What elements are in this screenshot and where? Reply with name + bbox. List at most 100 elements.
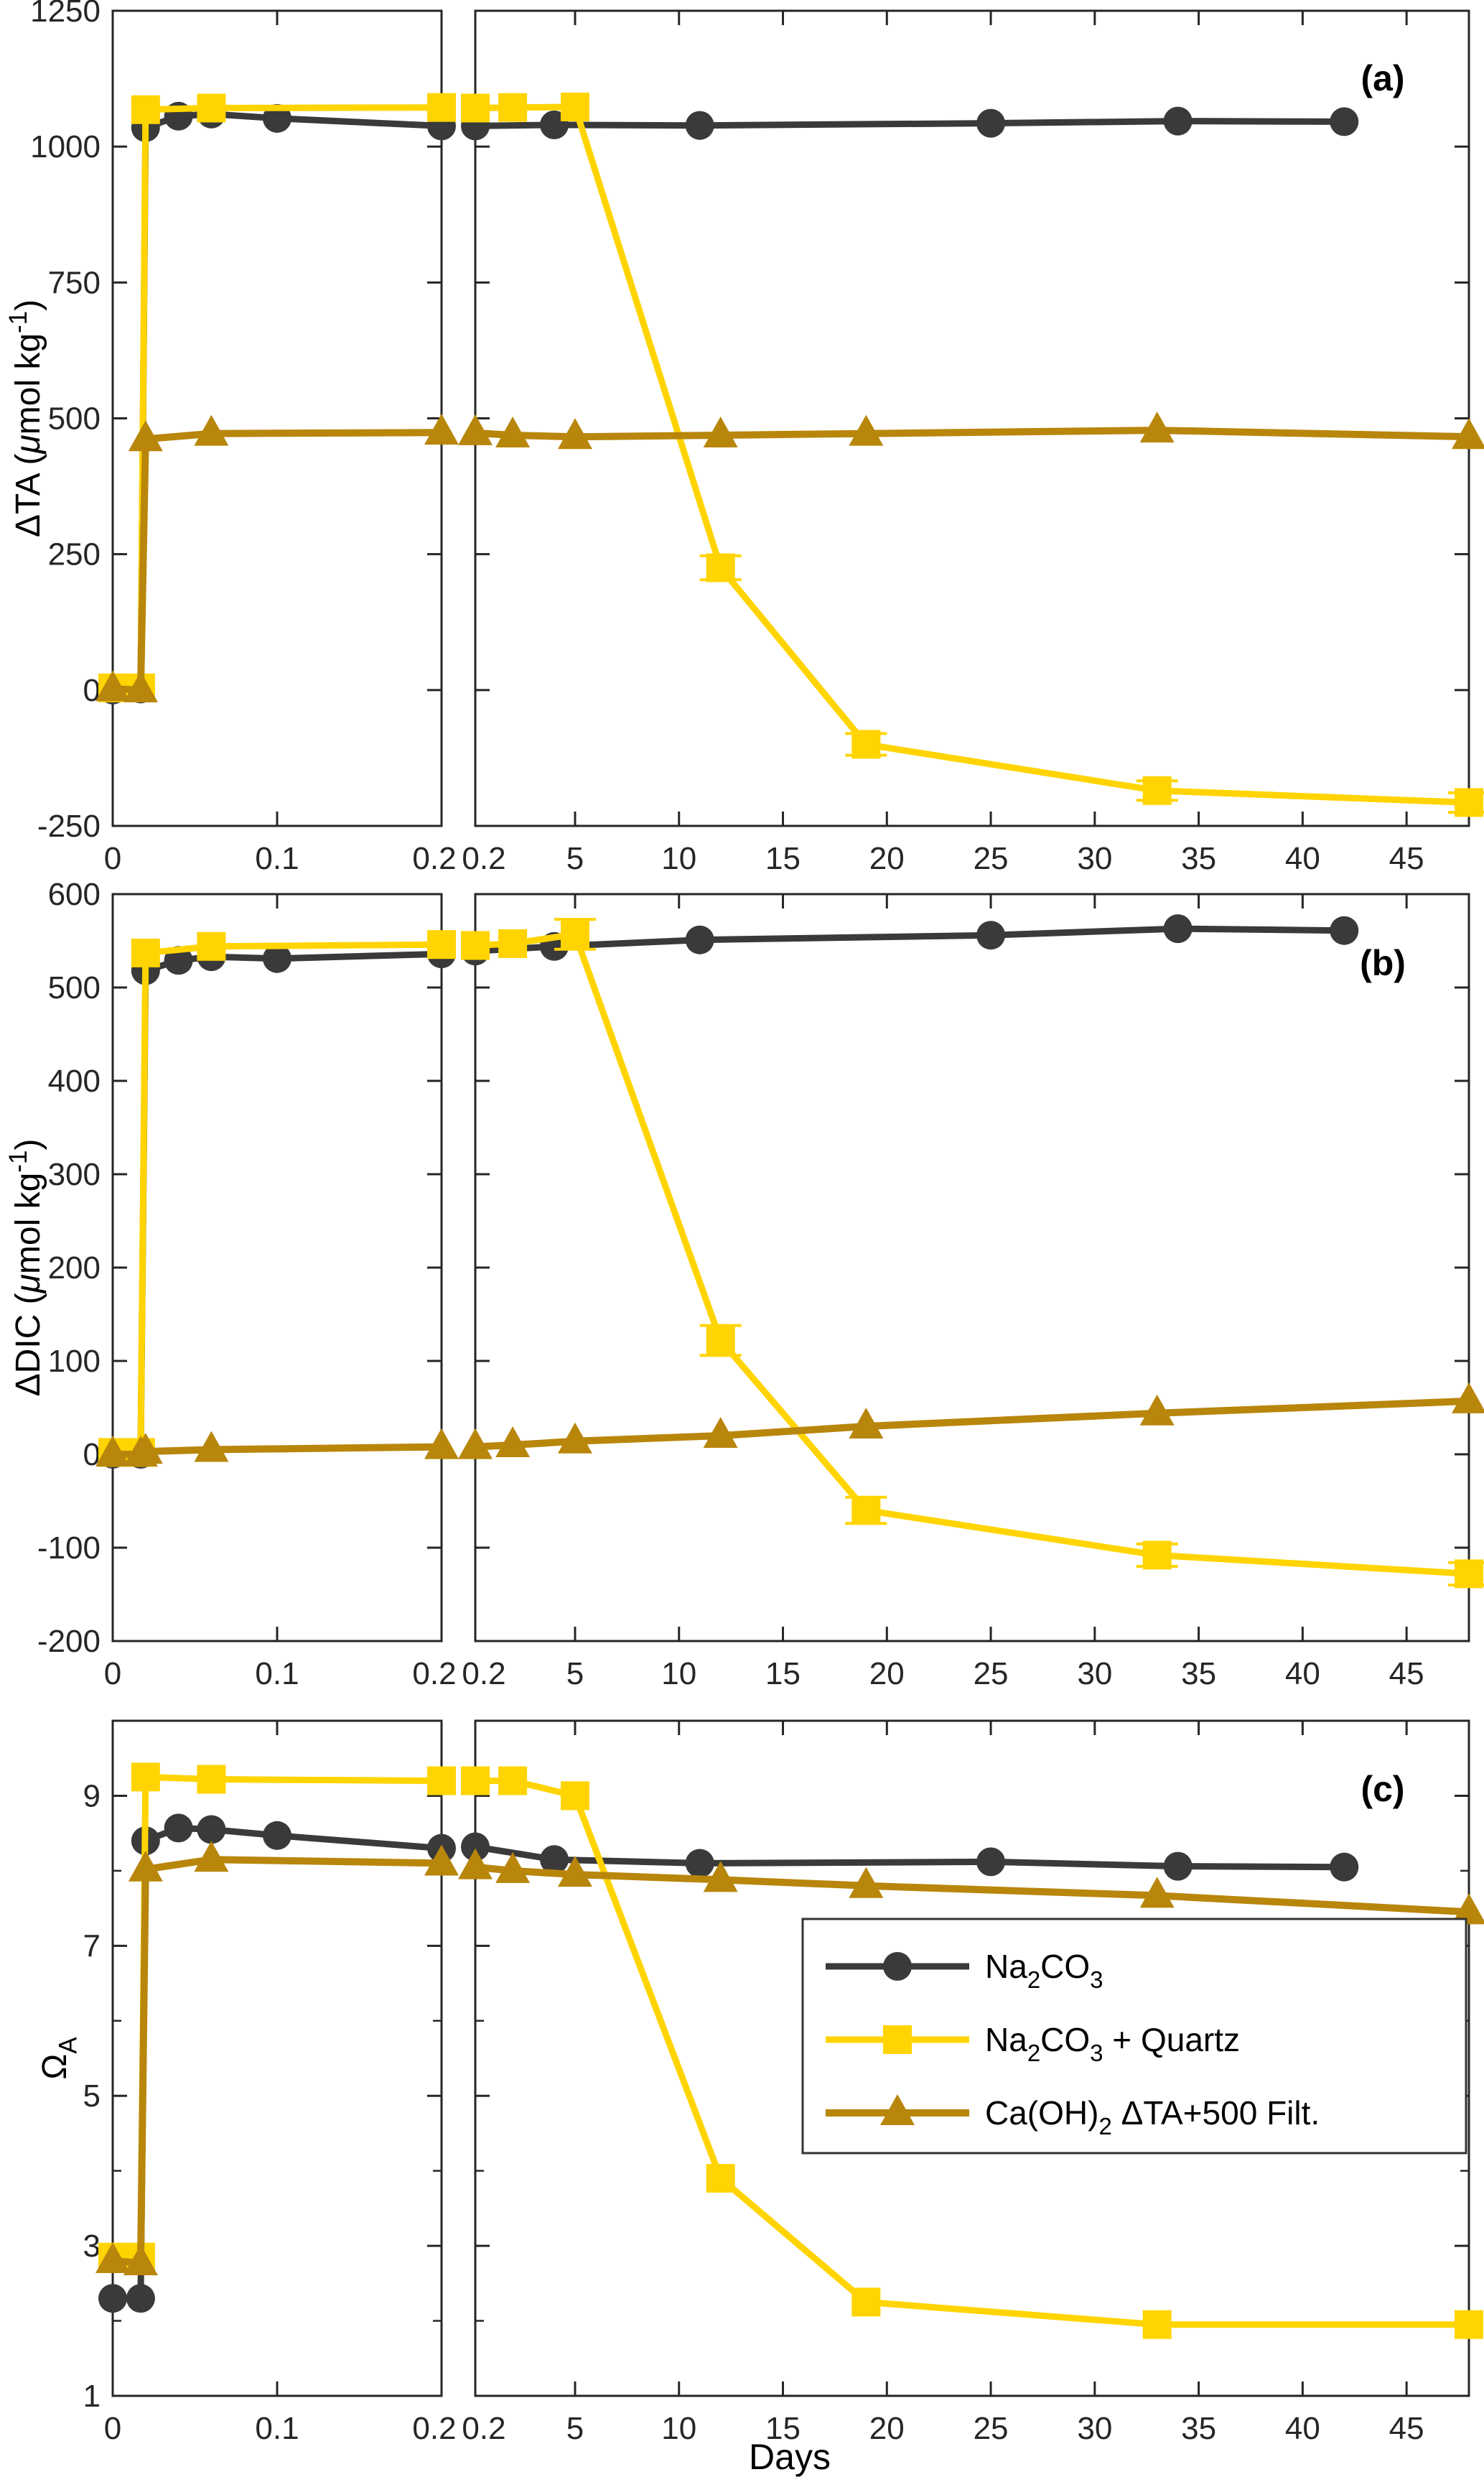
x-tick-label: 0.1 — [255, 1656, 299, 1691]
marker-circle — [98, 2284, 127, 2313]
marker-square — [706, 2164, 735, 2193]
marker-circle — [263, 103, 291, 133]
marker-triangle — [495, 1851, 531, 1883]
x-axis-label: Days — [749, 2437, 831, 2477]
y-tick-label: 600 — [48, 877, 101, 912]
marker-triangle — [458, 1428, 493, 1459]
marker-square — [1455, 1559, 1483, 1589]
x-tick-label: 30 — [1077, 841, 1112, 876]
x-tick-label: 0.2 — [412, 841, 456, 876]
panel-label-b: (b) — [1360, 943, 1406, 983]
axis-frame-left — [111, 893, 443, 1642]
marker-triangle — [1452, 1382, 1484, 1413]
y-tick-label: 200 — [48, 1250, 101, 1286]
marker-triangle — [128, 1433, 163, 1464]
marker-circle — [197, 1815, 226, 1844]
marker-triangle — [424, 414, 459, 445]
x-tick-label: 30 — [1077, 2411, 1112, 2446]
marker-square — [1455, 2310, 1483, 2339]
y-axis-label: ΩA — [36, 2037, 82, 2080]
series-line-caoh2 — [112, 1856, 442, 2267]
marker-triangle — [194, 414, 229, 446]
axis-frame-right — [474, 9, 1470, 827]
marker-square — [706, 1326, 735, 1355]
series-quartz — [98, 92, 1484, 817]
x-tick-label: 45 — [1389, 841, 1424, 876]
marker-circle — [263, 1821, 291, 1850]
legend-label: Ca(OH)2 ΔTA+500 Filt. — [985, 2094, 1320, 2139]
x-tick-label: 0 — [104, 2411, 121, 2446]
marker-triangle — [424, 1844, 459, 1876]
marker-triangle — [495, 416, 531, 447]
x-tick-label: 10 — [661, 2411, 696, 2446]
x-tick-label: 35 — [1181, 2411, 1216, 2446]
marker-square — [197, 93, 226, 123]
x-tick-label: 0.2 — [412, 2411, 456, 2446]
marker-square — [560, 1781, 589, 1811]
x-tick-label: 40 — [1285, 2411, 1320, 2446]
marker-circle — [976, 1847, 1006, 1877]
marker-triangle — [703, 1417, 738, 1448]
marker-square — [498, 93, 528, 122]
marker-triangle — [849, 414, 884, 446]
marker-circle — [461, 1832, 490, 1862]
x-tick-label: 0.2 — [462, 1656, 505, 1691]
y-axis-label: ΔTA (μmol kg-1) — [4, 299, 47, 537]
marker-triangle — [880, 2094, 915, 2125]
series-quartz — [98, 1762, 1483, 2339]
marker-circle — [685, 925, 714, 954]
legend-label: Na2CO3 + Quartz — [985, 2021, 1240, 2066]
x-tick-label: 40 — [1285, 1656, 1320, 1691]
x-tick-label: 35 — [1181, 841, 1216, 876]
marker-circle — [1330, 1852, 1359, 1882]
x-tick-label: 15 — [765, 2411, 801, 2446]
marker-square — [883, 2025, 912, 2054]
series-line-quartz — [475, 930, 1470, 1577]
x-tick-label: 0 — [104, 841, 121, 876]
marker-circle — [1330, 916, 1359, 945]
x-tick-label: 10 — [661, 1656, 696, 1691]
marker-triangle — [123, 2244, 158, 2276]
x-tick-label: 0.2 — [412, 1656, 456, 1691]
x-tick-label: 20 — [869, 841, 905, 876]
y-tick-label: 1 — [83, 2379, 101, 2414]
marker-square — [498, 1766, 528, 1795]
marker-triangle — [194, 1841, 229, 1872]
marker-triangle — [703, 416, 738, 447]
series-line-caoh2 — [113, 1443, 442, 1458]
x-tick-label: 45 — [1389, 1656, 1424, 1691]
legend: Na2CO3 Na2CO3 + Quartz Ca(OH)2 ΔTA+500 Fil… — [801, 1918, 1467, 2155]
marker-circle — [1163, 1851, 1193, 1881]
series-line-na2co3 — [113, 1824, 442, 2302]
series-na2co3 — [98, 99, 1359, 705]
series-line-quartz — [113, 104, 442, 692]
series-line-quartz — [475, 103, 1470, 806]
y-tick-label: 1250 — [30, 0, 101, 29]
y-tick-label: 100 — [48, 1344, 101, 1379]
y-tick-label: 9 — [83, 1778, 101, 1813]
y-tick-label: 3 — [83, 2229, 101, 2264]
legend-row-na2co3: Na2CO3 — [826, 1948, 1103, 1993]
x-tick-label: 40 — [1285, 841, 1320, 876]
marker-square — [461, 93, 490, 123]
series-line-caoh2 — [475, 427, 1470, 441]
marker-triangle — [1452, 418, 1484, 450]
y-tick-label: 400 — [48, 1064, 101, 1099]
marker-triangle — [424, 1428, 459, 1459]
marker-square — [131, 1762, 160, 1792]
marker-triangle — [95, 670, 130, 702]
marker-circle — [540, 1845, 569, 1874]
marker-circle — [883, 1952, 912, 1981]
marker-triangle — [95, 1436, 130, 1467]
x-tick-label: 25 — [974, 841, 1009, 876]
series-line-na2co3 — [475, 1844, 1345, 1871]
y-tick-label: 300 — [48, 1157, 101, 1192]
series-line-caoh2 — [475, 1397, 1470, 1451]
x-tick-label: 20 — [869, 1656, 905, 1691]
marker-triangle — [849, 1867, 884, 1898]
marker-triangle — [1139, 412, 1175, 443]
marker-square — [560, 919, 589, 949]
